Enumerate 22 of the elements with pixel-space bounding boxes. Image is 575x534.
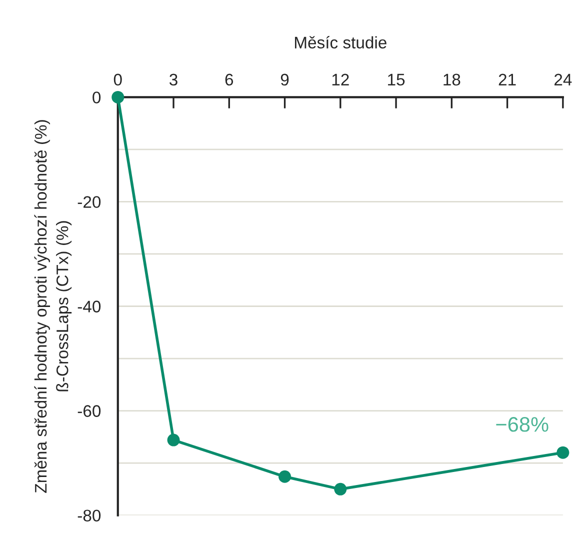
point: [167, 434, 180, 446]
x-tick-label: 24: [554, 74, 572, 86]
y-axis-title: Změna střední hodnoty oproti výchozí hodnotě (%) ß-CrossLaps (CTx) (%): [34, 120, 72, 493]
x-tick-label: 12: [332, 74, 349, 86]
x-tick-label: 6: [225, 74, 234, 86]
x-tick-label: 9: [280, 74, 289, 86]
x-axis-title: Měsíc studie: [294, 36, 386, 48]
x-tick-label: 15: [388, 74, 405, 86]
point: [112, 90, 124, 104]
y-tick-label: -80: [78, 510, 101, 522]
y-tick-label: -20: [78, 196, 101, 208]
y-tick-label: -60: [78, 405, 101, 417]
x-tick-label: 3: [170, 74, 178, 86]
point: [556, 446, 570, 459]
y-tick-label: -40: [78, 300, 101, 312]
annotation: −68%: [496, 417, 548, 432]
point: [278, 470, 292, 483]
x-tick-label: 0: [114, 74, 122, 86]
x-tick-label: 18: [444, 74, 460, 86]
x-tick-label: 21: [498, 74, 516, 86]
y-tick-label: 0: [92, 92, 101, 104]
point: [334, 482, 347, 496]
